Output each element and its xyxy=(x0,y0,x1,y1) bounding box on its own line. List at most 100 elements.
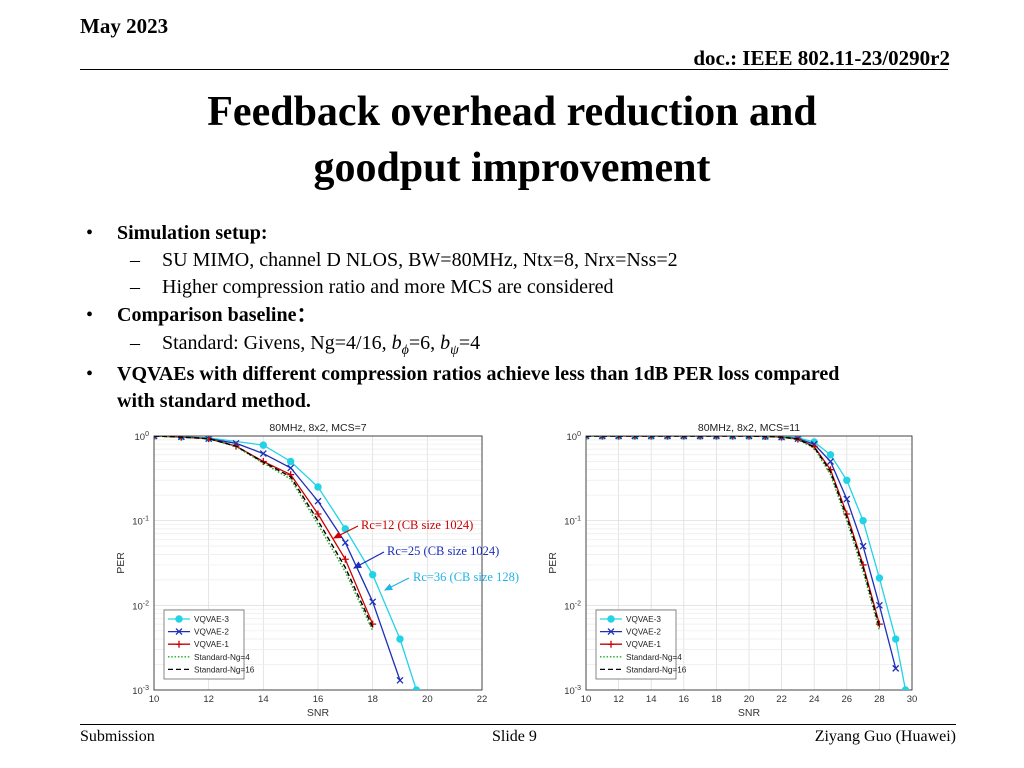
data-point xyxy=(647,436,655,440)
x-tick-label: 16 xyxy=(313,694,324,705)
data-point xyxy=(843,495,851,503)
footer-submission: Submission xyxy=(80,728,155,745)
x-tick-label: 28 xyxy=(874,694,885,705)
legend-marker xyxy=(607,640,615,648)
chart-title: 80MHz, 8x2, MCS=7 xyxy=(269,422,366,434)
slide-title-line-1: Feedback overhead reduction and xyxy=(207,89,817,135)
data-point xyxy=(396,635,404,643)
x-tick-label: 20 xyxy=(422,694,433,705)
x-tick-label: 18 xyxy=(367,694,378,705)
series-group xyxy=(154,436,421,690)
series-line-standard-ng-4 xyxy=(586,436,881,631)
y-tick-exponent: -3 xyxy=(575,685,581,692)
data-point xyxy=(369,598,377,606)
x-tick-label: 30 xyxy=(907,694,918,705)
y-tick-exponent: 0 xyxy=(145,431,149,438)
phi-subscript: ϕ xyxy=(401,343,409,358)
legend-entry: VQVAE-3 xyxy=(626,615,661,624)
b-psi-symbol: b xyxy=(440,332,451,354)
data-point xyxy=(664,436,671,440)
y-axis-label: PER xyxy=(547,552,559,574)
sub-bullet-dash: – xyxy=(130,276,140,298)
sub-bullet-text: SU MIMO, channel D NLOS, BW=80MHz, Ntx=8… xyxy=(162,249,678,271)
x-tick-label: 14 xyxy=(646,694,657,705)
data-point xyxy=(901,686,910,690)
data-point xyxy=(664,436,671,440)
data-point xyxy=(729,436,737,440)
x-tick-label: 22 xyxy=(776,694,787,705)
data-point xyxy=(875,574,884,582)
data-point xyxy=(680,436,688,440)
data-point xyxy=(680,436,688,440)
data-point xyxy=(892,664,900,672)
data-point xyxy=(859,542,867,550)
sub-bullet-text: Standard: Givens, Ng=4/16, bϕ=6, bψ=4 xyxy=(162,330,480,364)
data-point xyxy=(859,516,867,525)
data-point xyxy=(615,436,623,440)
phi-value: =6, xyxy=(408,332,441,354)
y-tick-label: 10-1 xyxy=(132,516,149,528)
y-tick-label: 100 xyxy=(135,431,150,443)
y-tick-label: 10-3 xyxy=(132,685,149,697)
header-doc-id: doc.: IEEE 802.11-23/0290r2 xyxy=(693,46,950,70)
series-line-standard-ng-16 xyxy=(154,436,374,628)
y-tick-label: 10-3 xyxy=(564,685,581,697)
series-group xyxy=(586,436,910,690)
data-point xyxy=(259,450,267,458)
x-tick-label: 12 xyxy=(613,694,624,705)
legend-entry: VQVAE-1 xyxy=(626,640,661,649)
data-point xyxy=(341,555,349,563)
x-tick-label: 22 xyxy=(477,694,488,705)
data-point xyxy=(647,436,655,440)
data-point xyxy=(729,436,737,440)
data-point xyxy=(314,483,322,491)
x-tick-label: 14 xyxy=(258,694,269,705)
chart-title: 80MHz, 8x2, MCS=11 xyxy=(698,422,800,434)
data-point xyxy=(259,441,268,449)
data-point xyxy=(287,464,295,472)
series-line-vqvae-3 xyxy=(586,436,907,690)
data-point xyxy=(745,436,753,440)
legend-entry: VQVAE-3 xyxy=(194,615,229,624)
x-axis-label: SNR xyxy=(738,707,761,719)
annotation-rc36: Rc=36 (CB size 128) xyxy=(413,570,519,584)
bullet-setup-label: Simulation setup: xyxy=(117,222,268,244)
sub-bullet-dash: – xyxy=(130,332,140,354)
data-point xyxy=(341,539,349,547)
data-point xyxy=(341,525,350,533)
y-tick-label: 100 xyxy=(567,431,582,443)
bullet-result-line-2: with standard method. xyxy=(117,390,311,412)
x-tick-label: 20 xyxy=(744,694,755,705)
header-rule xyxy=(80,69,948,70)
y-tick-exponent: -2 xyxy=(575,600,581,607)
legend-entry: Standard-Ng=16 xyxy=(194,665,255,674)
data-point xyxy=(286,457,295,466)
x-tick-label: 18 xyxy=(711,694,722,705)
data-point xyxy=(826,451,835,459)
b-phi-symbol: b xyxy=(391,332,402,354)
slide-title: Feedback overhead reduction and goodput … xyxy=(112,84,912,196)
annotation-rc25: Rc=25 (CB size 1024) xyxy=(387,544,500,558)
legend-marker xyxy=(175,640,183,648)
footer-slide-number: Slide 9 xyxy=(492,728,537,745)
legend-entry: Standard-Ng=4 xyxy=(194,653,250,662)
series-line-standard-ng-16 xyxy=(586,436,881,628)
legend-marker xyxy=(175,628,183,636)
data-point xyxy=(314,510,322,518)
x-axis-label: SNR xyxy=(307,707,330,719)
per-chart-mcs7: 80MHz, 8x2, MCS=7 10 12 14 16 18 20 22 100 10-1 10… xyxy=(115,422,488,719)
y-tick-exponent: -1 xyxy=(575,516,581,523)
data-point xyxy=(712,436,720,440)
bullet-dot: • xyxy=(86,304,94,326)
data-point xyxy=(696,436,704,440)
x-tick-label: 26 xyxy=(842,694,853,705)
bullet-dot: • xyxy=(86,222,94,244)
data-point xyxy=(598,436,606,440)
data-point xyxy=(615,436,623,440)
sub-bullet-dash: – xyxy=(130,249,140,271)
per-chart-mcs11: 80MHz, 8x2, MCS=11 10 12 14 16 18 20 22 24 26 28 30… xyxy=(547,422,918,719)
data-point xyxy=(586,436,590,440)
psi-subscript: ψ xyxy=(450,343,459,358)
data-point xyxy=(412,686,421,690)
data-point xyxy=(314,497,322,505)
